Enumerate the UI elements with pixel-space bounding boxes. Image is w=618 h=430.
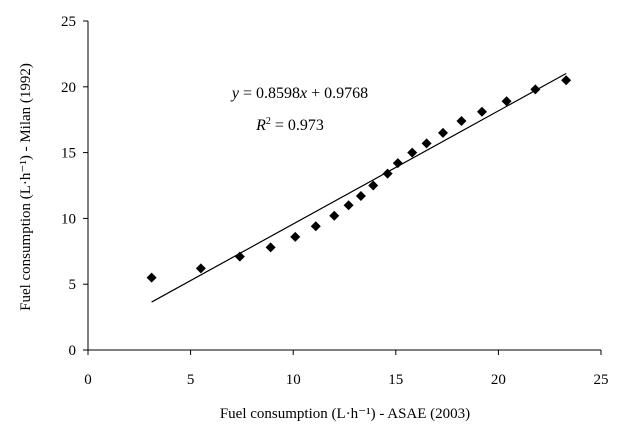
data-point [310,221,321,232]
data-point [501,96,512,107]
data-point [407,147,418,158]
data-point [195,263,206,274]
x-axis-ticks: 0 5 10 15 20 25 [84,350,609,388]
data-point [146,272,157,283]
data-point [456,116,467,127]
x-tick-label: 25 [594,372,609,388]
x-axis-title: Fuel consumption (L·h⁻¹) - ASAE (2003) [220,406,470,422]
r-squared-label: R2 = 0.973 [255,116,324,134]
y-axis-title: Fuel consumption (L·h⁻¹) - Milan (1992) [18,63,34,311]
data-point [530,84,541,95]
data-point [437,127,448,138]
y-tick-label: 20 [61,80,76,96]
y-tick-label: 10 [61,211,76,227]
trendline-layer [151,72,567,303]
y-tick-label: 5 [69,277,77,293]
y-tick-label: 15 [61,146,76,162]
x-tick-label: 0 [84,372,92,388]
data-point [561,75,572,86]
data-points [146,75,572,283]
data-point [329,210,340,221]
x-tick-label: 5 [187,372,195,388]
data-point [355,191,366,202]
trendline [151,72,567,303]
data-point [343,200,354,211]
data-point [234,251,245,262]
data-point [382,168,393,179]
x-tick-label: 20 [491,372,506,388]
data-point [265,242,276,253]
y-axis-ticks: 0 5 10 15 20 25 [61,14,88,359]
data-point [421,138,432,149]
data-point [290,231,301,242]
y-tick-label: 0 [69,343,77,359]
data-point [392,158,403,169]
data-point [368,180,379,191]
axes [87,21,601,351]
regression-equation: y = 0.8598x + 0.9768 [230,85,368,102]
x-tick-label: 15 [388,372,403,388]
x-tick-label: 10 [286,372,301,388]
y-tick-label: 25 [61,14,76,30]
data-point [476,106,487,117]
